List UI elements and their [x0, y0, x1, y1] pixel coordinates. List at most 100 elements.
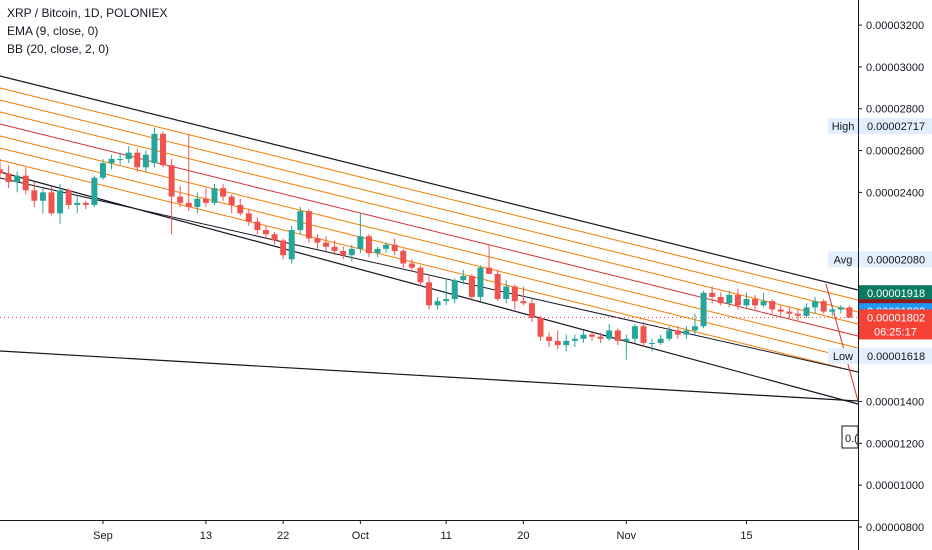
candle-body	[769, 301, 776, 310]
candle-body	[468, 276, 475, 297]
time-tick-label: Nov	[617, 530, 637, 542]
candle-body	[777, 309, 784, 312]
partial-box-text: 0.(	[845, 433, 858, 445]
time-tick-label: 11	[440, 530, 451, 542]
candle-body	[99, 163, 106, 178]
time-tick-label: 20	[517, 530, 529, 542]
candle-body	[348, 248, 355, 256]
high-price-label-bg	[859, 118, 932, 135]
candle-body	[717, 296, 724, 304]
candle-body	[297, 211, 304, 231]
countdown-text: 06:25:17	[874, 326, 917, 338]
low-price-label: 0.00001618	[859, 347, 932, 364]
chart-legend: XRP / Bitcoin, 1D, POLONIEX EMA (9, clos…	[7, 4, 168, 58]
candle-body	[340, 250, 347, 256]
fib-level-line	[0, 147, 859, 361]
time-tick-label: 13	[200, 530, 212, 542]
candle-body	[48, 192, 55, 214]
candle-body	[5, 173, 12, 182]
channel-line	[0, 75, 859, 291]
low-caption: Low	[828, 347, 858, 364]
candle-body	[451, 280, 458, 300]
candle-body	[374, 248, 381, 254]
candle-body	[417, 267, 424, 283]
high-caption: High	[828, 118, 858, 135]
candle-body	[365, 236, 372, 254]
fib-level-line	[0, 111, 859, 325]
candle-body	[666, 330, 673, 339]
candle-body	[220, 188, 227, 197]
candle-body	[554, 340, 561, 346]
candle-body	[691, 326, 698, 331]
candle-body	[400, 250, 407, 264]
candle-body	[631, 326, 638, 339]
bb-upper-label-bg	[859, 285, 932, 302]
candle-body	[383, 244, 390, 249]
candle-body	[597, 336, 604, 339]
high-price-label: 0.00002717	[859, 118, 932, 135]
candle-body	[14, 175, 21, 182]
candle-body	[511, 286, 518, 302]
time-axis: Sep 13 22 Oct 11 20 Nov 15	[93, 520, 753, 542]
candle-body	[709, 292, 716, 297]
candle-body	[537, 317, 544, 337]
partial-box-border	[841, 425, 859, 449]
price-tick-label: 0.00002400	[866, 187, 924, 199]
price-tick-label: 0.00001400	[866, 397, 924, 409]
candle-body	[314, 238, 321, 243]
candle-body	[425, 282, 433, 306]
candle-body	[700, 292, 707, 327]
candle-body	[486, 267, 493, 274]
symbol-title[interactable]: XRP / Bitcoin, 1D, POLONIEX	[7, 6, 168, 20]
candle-body	[683, 330, 690, 335]
candle-body	[760, 301, 767, 306]
candle-body	[391, 244, 398, 251]
candle-body	[74, 202, 81, 205]
candle-body	[829, 309, 836, 312]
candle-body	[477, 267, 484, 297]
time-tick-label: Sep	[93, 530, 113, 542]
candle-body	[31, 190, 38, 201]
candle-body	[657, 338, 664, 343]
candle-body	[571, 338, 578, 341]
bb-upper-label-text: 0.00001918	[867, 288, 925, 300]
candle-body	[57, 190, 64, 214]
fib-level-line	[0, 99, 859, 313]
ema-indicator-label[interactable]: EMA (9, close, 0)	[7, 24, 99, 38]
candle-body	[82, 202, 89, 205]
candle-body	[22, 175, 29, 191]
candle-body	[846, 307, 853, 318]
avg-caption: Avg	[828, 251, 858, 268]
price-tick-label: 0.00003000	[866, 62, 924, 74]
projection-line	[825, 283, 859, 402]
price-tick-label: 0.00001200	[866, 438, 924, 450]
drawing-tools	[0, 75, 859, 405]
candles	[0, 127, 853, 360]
candle-body	[134, 152, 141, 168]
current-price-label: 0.00001802 06:25:17	[859, 309, 932, 340]
candle-body	[614, 330, 621, 341]
candle-body	[125, 152, 132, 159]
price-tick-label: 0.00003200	[866, 20, 924, 32]
candle-body	[228, 196, 235, 205]
candle-body	[408, 263, 415, 268]
candle-body	[91, 177, 98, 205]
time-tick-label: Oct	[352, 530, 369, 542]
price-axis: 0.00003200 0.00003000 0.00002800 0.00002600…	[858, 20, 924, 534]
candle-body	[142, 154, 149, 168]
candle-body	[357, 236, 364, 249]
candle-body	[580, 334, 587, 339]
candle-body	[177, 196, 184, 203]
candle-body	[786, 311, 793, 314]
candle-body	[649, 342, 656, 344]
candle-body	[39, 192, 46, 201]
candle-body	[254, 221, 261, 231]
candle-body	[726, 294, 733, 304]
bb-indicator-label[interactable]: BB (20, close, 2, 0)	[7, 42, 110, 56]
candle-body	[262, 230, 269, 235]
candle-body	[271, 234, 278, 241]
price-tick-label: 0.00001000	[866, 480, 924, 492]
candle-body	[794, 313, 801, 316]
bb-upper-label: 0.00001918	[859, 285, 932, 302]
